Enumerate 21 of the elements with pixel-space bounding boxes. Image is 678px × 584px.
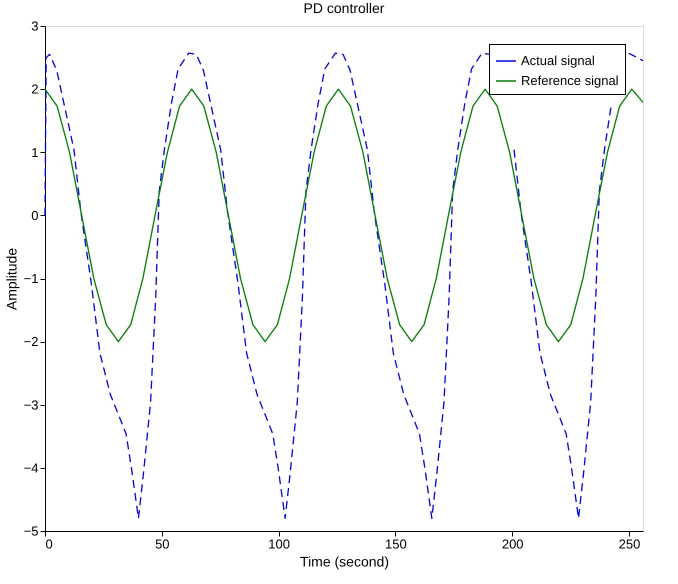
y-tick-label: 1 bbox=[31, 144, 38, 160]
x-tick-label: 100 bbox=[268, 536, 290, 552]
y-tick-label: −2 bbox=[24, 334, 38, 350]
legend-label: Actual signal bbox=[521, 53, 595, 68]
y-tick-label: −5 bbox=[24, 524, 38, 538]
y-tick-label: −1 bbox=[24, 271, 38, 286]
x-tick-label: 250 bbox=[618, 536, 640, 552]
chart-title: PD controller bbox=[304, 0, 385, 16]
line-series bbox=[44, 88, 644, 342]
y-tick-label: 2 bbox=[31, 82, 38, 97]
y-tick-label: −3 bbox=[24, 397, 38, 412]
x-tick-label: 0 bbox=[46, 536, 53, 552]
legend-label: Reference signal bbox=[521, 73, 619, 88]
x-tick-label: 150 bbox=[385, 536, 407, 552]
x-tick-label: 200 bbox=[502, 536, 524, 552]
y-tick-label: 0 bbox=[31, 208, 38, 223]
y-tick-label: −4 bbox=[24, 460, 38, 476]
x-axis-title: Time (second) bbox=[300, 554, 389, 570]
y-axis-title: Amplitude bbox=[4, 248, 20, 310]
y-tick-label: 3 bbox=[31, 18, 38, 34]
x-tick-label: 50 bbox=[155, 536, 170, 552]
